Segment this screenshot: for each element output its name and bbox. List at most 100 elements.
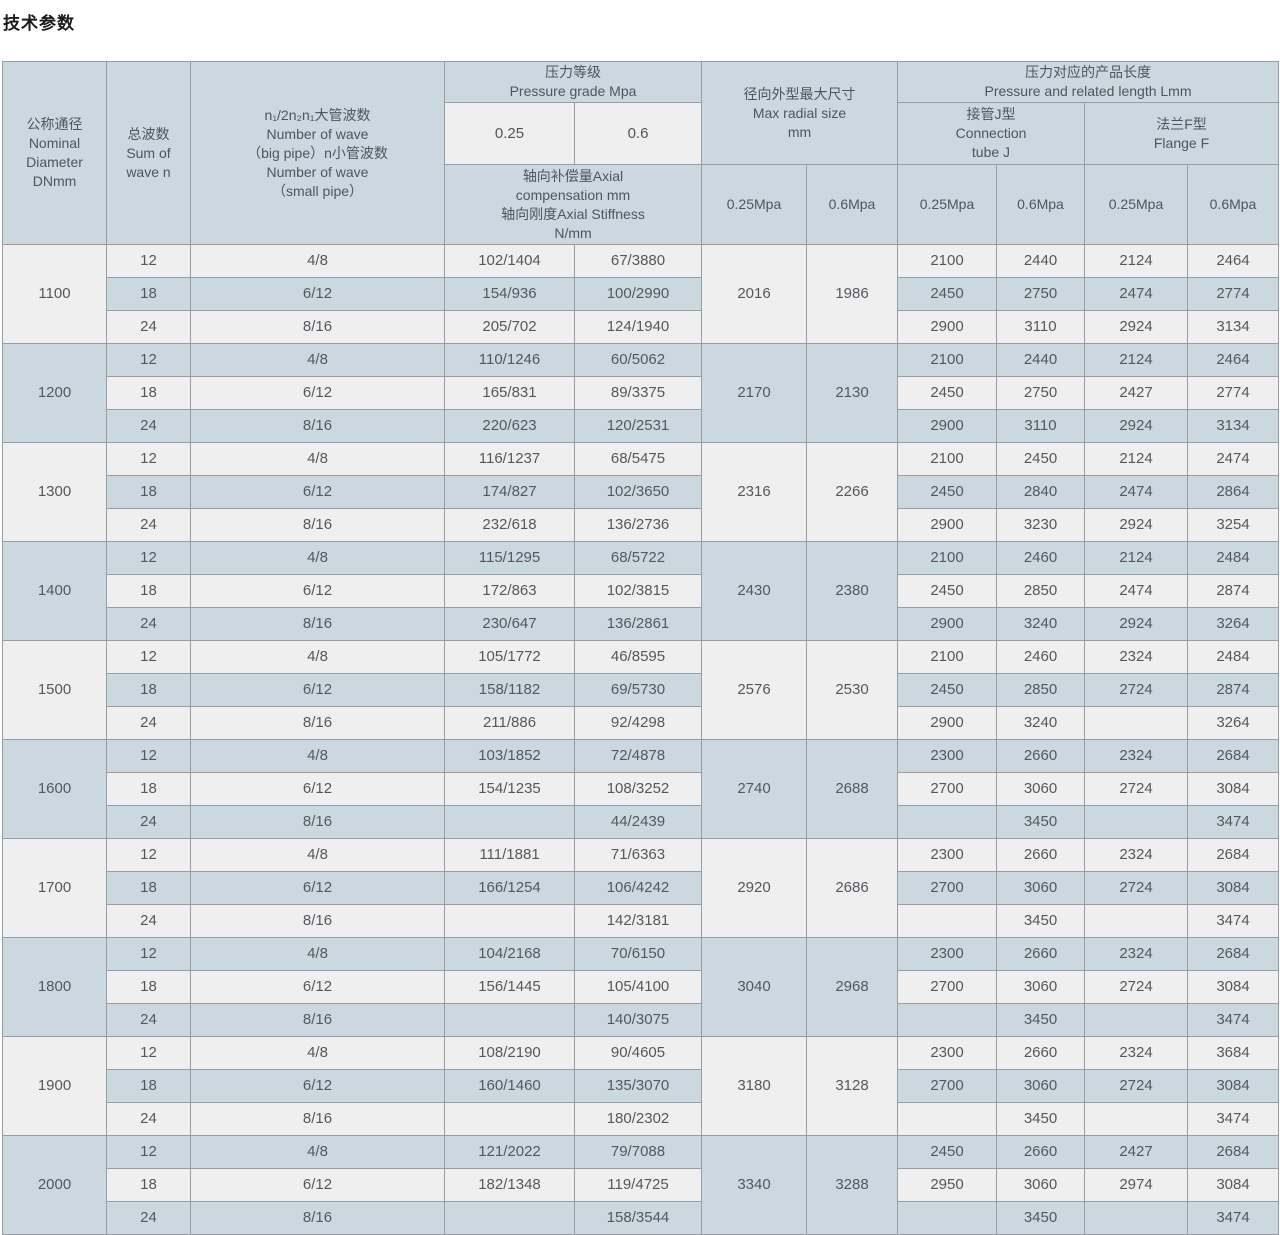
- table-row: 18 6/12 156/1445 105/4100 2700 3060 2724 3084: [3, 970, 1279, 1004]
- axial-06-cell: 106/4242: [574, 871, 702, 905]
- axial-06-cell: 105/4100: [574, 970, 702, 1004]
- table-row: 18 6/12 166/1254 106/4242 2700 3060 2724 3084: [3, 871, 1279, 905]
- flange-025-cell: 2924: [1084, 607, 1188, 641]
- flange-06-cell: 2484: [1187, 541, 1279, 575]
- tube-06-cell: 3110: [996, 310, 1085, 344]
- wave-count-cell: 18: [106, 970, 191, 1004]
- axial-025-cell: 174/827: [444, 475, 575, 509]
- flange-06-cell: 3084: [1187, 871, 1279, 905]
- wave-count-cell: 18: [106, 475, 191, 509]
- tube-025-cell: 2900: [897, 508, 997, 542]
- pipe-waves-cell: 6/12: [190, 673, 445, 707]
- tube-06-cell: 2660: [996, 1135, 1085, 1169]
- pipe-waves-cell: 6/12: [190, 277, 445, 311]
- axial-06-cell: 136/2736: [574, 508, 702, 542]
- axial-06-cell: 70/6150: [574, 937, 702, 971]
- flange-06-cell: 2684: [1187, 739, 1279, 773]
- wave-count-cell: 24: [106, 409, 191, 443]
- radial-06-cell: 2530: [806, 640, 898, 740]
- dn-cell: 1100: [2, 244, 107, 344]
- tube-025-cell: 2700: [897, 970, 997, 1004]
- table-row: 24 8/16 220/623 120/2531 2900 3110 2924 3134: [3, 409, 1279, 443]
- wave-count-cell: 18: [106, 673, 191, 707]
- flange-025-cell: [1084, 1102, 1188, 1136]
- wave-count-cell: 12: [106, 739, 191, 773]
- pipe-waves-cell: 4/8: [190, 1036, 445, 1070]
- header-flange-025mpa: 0.25Mpa: [1084, 164, 1188, 245]
- header-radial-06mpa: 0.6Mpa: [806, 164, 898, 245]
- tube-06-cell: 3060: [996, 1069, 1085, 1103]
- radial-025-cell: 2920: [701, 838, 807, 938]
- pipe-waves-cell: 6/12: [190, 1168, 445, 1202]
- table-row: 1400 12 4/8 115/1295 68/5722 2430 2380 2100 2460…: [2, 541, 1279, 641]
- axial-06-cell: 135/3070: [574, 1069, 702, 1103]
- axial-06-cell: 72/4878: [574, 739, 702, 773]
- tube-025-cell: 2700: [897, 871, 997, 905]
- axial-025-cell: 166/1254: [444, 871, 575, 905]
- tube-06-cell: 3240: [996, 706, 1085, 740]
- radial-025-cell: 2170: [701, 343, 807, 443]
- flange-025-cell: 2474: [1084, 574, 1188, 608]
- wave-count-cell: 12: [106, 1036, 191, 1070]
- radial-06-cell: 2688: [806, 739, 898, 839]
- flange-06-cell: 2464: [1187, 343, 1279, 377]
- pipe-waves-cell: 8/16: [190, 310, 445, 344]
- pipe-waves-cell: 4/8: [190, 937, 445, 971]
- axial-025-cell: 105/1772: [444, 640, 575, 674]
- tube-06-cell: 2460: [996, 541, 1085, 575]
- radial-025-cell: 2576: [701, 640, 807, 740]
- pipe-waves-cell: 4/8: [190, 442, 445, 476]
- tube-06-cell: 2840: [996, 475, 1085, 509]
- flange-025-cell: [1084, 1201, 1188, 1235]
- flange-06-cell: 3084: [1187, 1069, 1279, 1103]
- flange-06-cell: 2874: [1187, 673, 1279, 707]
- header-pressure-025: 0.25: [444, 102, 575, 165]
- flange-06-cell: 2484: [1187, 640, 1279, 674]
- header-wave-numbers: n₁/2n₂n₁大管波数 Number of wave （big pipe）n小…: [190, 61, 445, 245]
- flange-06-cell: 3264: [1187, 706, 1279, 740]
- table-row: 1300 12 4/8 116/1237 68/5475 2316 2266 2100 2450…: [2, 442, 1279, 542]
- flange-025-cell: 2324: [1084, 640, 1188, 674]
- axial-025-cell: 165/831: [444, 376, 575, 410]
- flange-025-cell: 2724: [1084, 970, 1188, 1004]
- table-row: 24 8/16 230/647 136/2861 2900 3240 2924 3264: [3, 607, 1279, 641]
- pipe-waves-cell: 6/12: [190, 871, 445, 905]
- flange-06-cell: 3134: [1187, 310, 1279, 344]
- tube-025-cell: 2450: [897, 1135, 997, 1169]
- flange-025-cell: 2474: [1084, 475, 1188, 509]
- flange-06-cell: 2684: [1187, 838, 1279, 872]
- axial-025-cell: 115/1295: [444, 541, 575, 575]
- flange-025-cell: 2724: [1084, 871, 1188, 905]
- tube-06-cell: 3110: [996, 409, 1085, 443]
- axial-025-cell: [444, 904, 575, 938]
- axial-025-cell: 110/1246: [444, 343, 575, 377]
- radial-06-cell: 2968: [806, 937, 898, 1037]
- radial-06-cell: 1986: [806, 244, 898, 344]
- wave-count-cell: 12: [106, 640, 191, 674]
- page-title: 技术参数: [3, 14, 75, 33]
- axial-025-cell: [444, 1102, 575, 1136]
- radial-025-cell: 2430: [701, 541, 807, 641]
- flange-025-cell: 2427: [1084, 1135, 1188, 1169]
- axial-025-cell: 108/2190: [444, 1036, 575, 1070]
- flange-025-cell: 2924: [1084, 310, 1188, 344]
- wave-count-cell: 18: [106, 277, 191, 311]
- dn-cell: 1800: [2, 937, 107, 1037]
- axial-06-cell: 60/5062: [574, 343, 702, 377]
- axial-025-cell: 154/936: [444, 277, 575, 311]
- table-row: 1600 12 4/8 103/1852 72/4878 2740 2688 2300 2660…: [2, 739, 1279, 839]
- axial-025-cell: 230/647: [444, 607, 575, 641]
- flange-06-cell: 3474: [1187, 1201, 1279, 1235]
- pipe-waves-cell: 8/16: [190, 706, 445, 740]
- tube-06-cell: 2750: [996, 376, 1085, 410]
- pipe-waves-cell: 4/8: [190, 640, 445, 674]
- axial-025-cell: [444, 805, 575, 839]
- wave-count-cell: 12: [106, 937, 191, 971]
- tube-06-cell: 2850: [996, 574, 1085, 608]
- header-tube-06mpa: 0.6Mpa: [996, 164, 1085, 245]
- wave-count-cell: 24: [106, 508, 191, 542]
- tube-025-cell: 2300: [897, 937, 997, 971]
- flange-025-cell: [1084, 904, 1188, 938]
- axial-025-cell: 156/1445: [444, 970, 575, 1004]
- flange-06-cell: 2774: [1187, 376, 1279, 410]
